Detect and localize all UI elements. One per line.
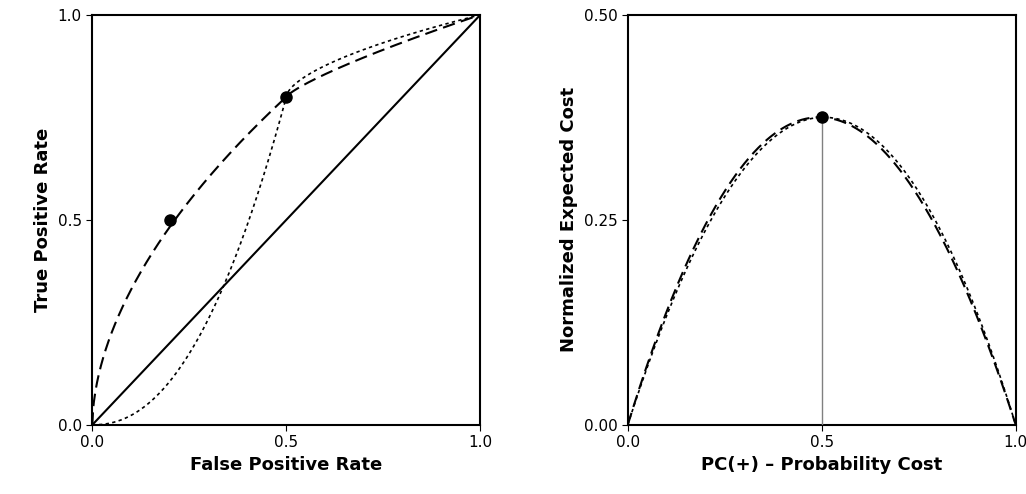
- X-axis label: PC(+) – Probability Cost: PC(+) – Probability Cost: [701, 456, 942, 474]
- X-axis label: False Positive Rate: False Positive Rate: [190, 456, 383, 474]
- Y-axis label: Normalized Expected Cost: Normalized Expected Cost: [560, 87, 578, 352]
- Y-axis label: True Positive Rate: True Positive Rate: [34, 128, 52, 312]
